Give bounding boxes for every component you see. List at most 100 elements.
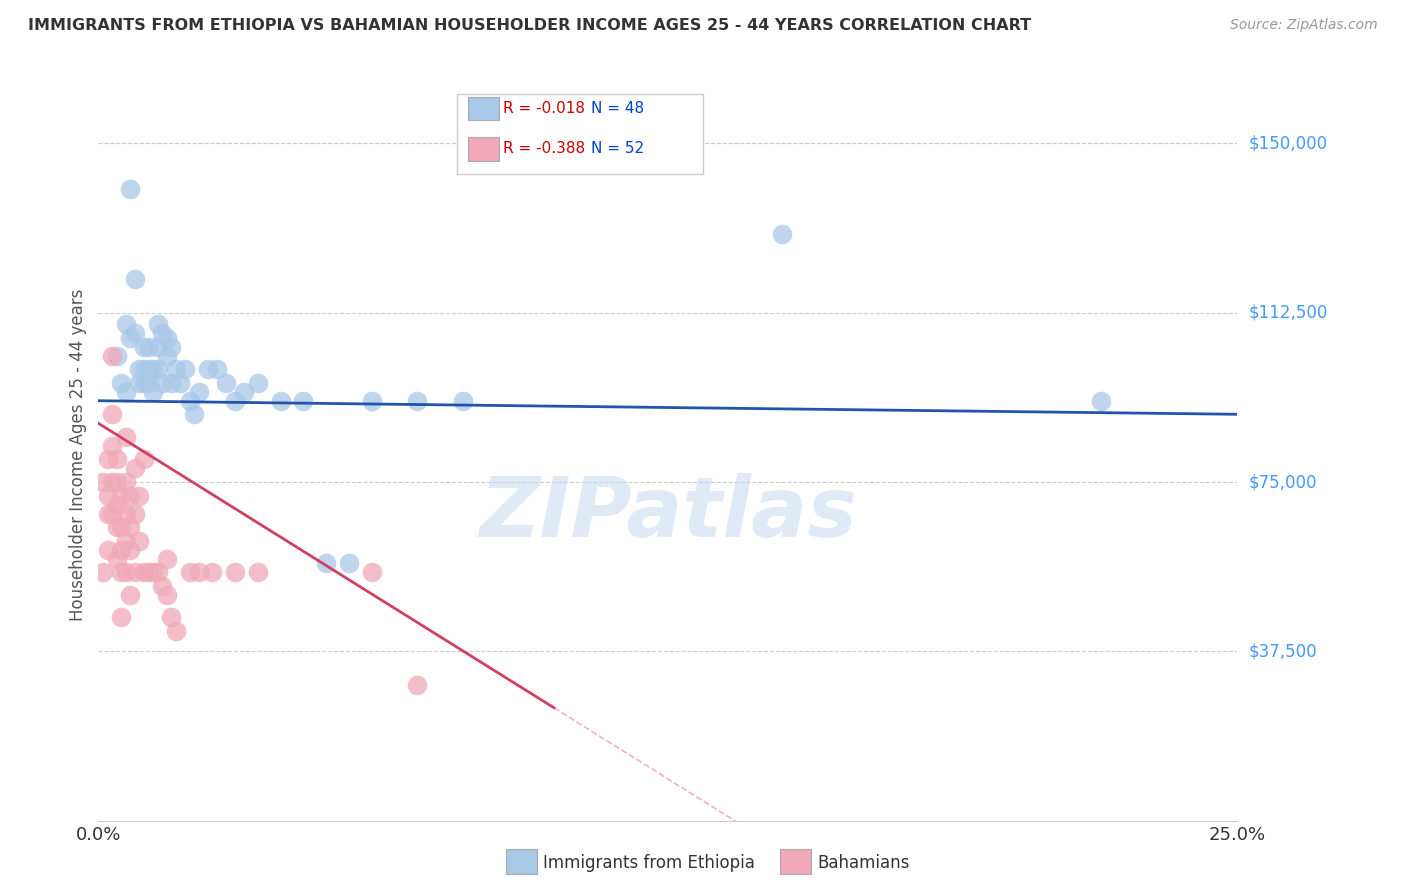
Point	[246, 566, 269, 580]
Point	[201, 566, 224, 580]
Point	[96, 452, 118, 467]
Point	[91, 566, 114, 580]
Point	[142, 384, 165, 399]
Point	[146, 362, 169, 376]
Text: $37,500: $37,500	[1249, 642, 1317, 660]
Point	[451, 393, 474, 408]
Point	[142, 362, 165, 376]
Point	[150, 579, 173, 593]
Point	[124, 507, 146, 521]
Point	[96, 507, 118, 521]
Point	[406, 678, 429, 692]
Point	[124, 566, 146, 580]
Point	[142, 566, 165, 580]
Point	[101, 349, 124, 363]
Point	[132, 340, 155, 354]
Point	[146, 340, 169, 354]
Point	[110, 542, 132, 557]
Point	[128, 362, 150, 376]
Text: N = 48: N = 48	[591, 102, 644, 116]
Point	[110, 566, 132, 580]
Text: N = 52: N = 52	[591, 142, 644, 156]
Point	[160, 340, 183, 354]
Point	[165, 362, 187, 376]
Point	[114, 533, 136, 548]
Point	[124, 326, 146, 340]
Point	[101, 407, 124, 421]
Point	[169, 376, 191, 390]
Point	[187, 566, 209, 580]
Point	[360, 566, 382, 580]
Point	[156, 330, 179, 344]
Point	[101, 507, 124, 521]
Point	[128, 489, 150, 503]
Point	[120, 588, 142, 602]
Point	[138, 376, 160, 390]
Point	[165, 624, 187, 638]
Point	[105, 475, 128, 489]
Point	[132, 362, 155, 376]
Point	[114, 566, 136, 580]
Point	[91, 475, 114, 489]
Point	[128, 533, 150, 548]
Point	[156, 349, 179, 363]
Point	[270, 393, 292, 408]
Point	[105, 551, 128, 566]
Text: R = -0.018: R = -0.018	[503, 102, 585, 116]
Point	[120, 489, 142, 503]
Point	[120, 181, 142, 195]
Point	[132, 452, 155, 467]
Point	[337, 556, 360, 570]
Point	[197, 362, 219, 376]
Point	[120, 520, 142, 534]
Text: $150,000: $150,000	[1249, 135, 1327, 153]
Text: Bahamians: Bahamians	[817, 854, 910, 871]
Point	[96, 489, 118, 503]
Text: R = -0.388: R = -0.388	[503, 142, 585, 156]
Point	[146, 566, 169, 580]
Point	[138, 566, 160, 580]
Text: Immigrants from Ethiopia: Immigrants from Ethiopia	[543, 854, 755, 871]
Point	[114, 384, 136, 399]
Point	[179, 393, 201, 408]
Point	[132, 376, 155, 390]
Point	[146, 317, 169, 331]
Point	[105, 452, 128, 467]
Point	[138, 340, 160, 354]
Point	[101, 475, 124, 489]
Point	[124, 461, 146, 475]
Point	[770, 227, 793, 241]
Point	[187, 384, 209, 399]
Point	[114, 507, 136, 521]
Point	[132, 566, 155, 580]
Point	[156, 551, 179, 566]
Point	[110, 520, 132, 534]
Point	[150, 326, 173, 340]
Point	[120, 330, 142, 344]
Point	[124, 272, 146, 286]
Text: IMMIGRANTS FROM ETHIOPIA VS BAHAMIAN HOUSEHOLDER INCOME AGES 25 - 44 YEARS CORRE: IMMIGRANTS FROM ETHIOPIA VS BAHAMIAN HOU…	[28, 18, 1031, 33]
Point	[160, 376, 183, 390]
Point	[110, 489, 132, 503]
Point	[174, 362, 197, 376]
Text: ZIPatlas: ZIPatlas	[479, 473, 856, 554]
Point	[156, 588, 179, 602]
Point	[1090, 393, 1112, 408]
Point	[224, 566, 246, 580]
Point	[179, 566, 201, 580]
Text: $75,000: $75,000	[1249, 473, 1317, 491]
Point	[105, 349, 128, 363]
Point	[114, 430, 136, 444]
Point	[96, 542, 118, 557]
Point	[150, 376, 173, 390]
Point	[233, 384, 256, 399]
Y-axis label: Householder Income Ages 25 - 44 years: Householder Income Ages 25 - 44 years	[69, 289, 87, 621]
Point	[205, 362, 228, 376]
Point	[138, 362, 160, 376]
Point	[292, 393, 315, 408]
Point	[105, 520, 128, 534]
Point	[128, 376, 150, 390]
Point	[160, 610, 183, 624]
Text: $112,500: $112,500	[1249, 303, 1327, 322]
Point	[360, 393, 382, 408]
